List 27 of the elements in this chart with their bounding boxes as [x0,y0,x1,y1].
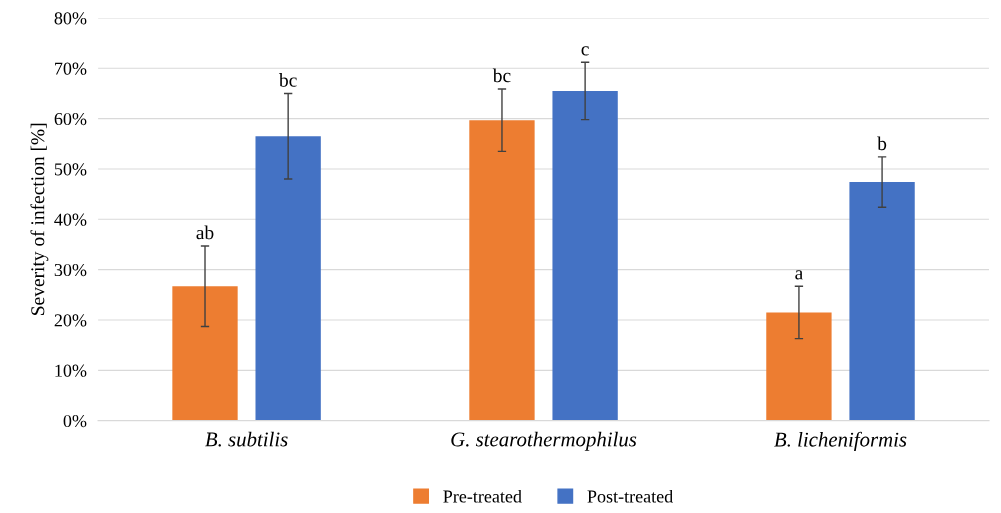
bar [255,136,321,421]
y-tick-label: 60% [54,112,87,126]
y-axis-title: Severity of infection [%] [30,123,49,315]
x-tick-label: G. stearothermophilus [451,431,637,451]
bar [552,90,618,421]
legend-label: Pre-treated [443,489,522,503]
x-tick-label: B. licheniformis [774,431,907,451]
x-tick-label: B. subtilis [205,431,288,447]
bar [172,286,238,421]
data-label: bc [278,73,297,87]
bar [849,182,915,421]
data-label: bc [492,68,511,83]
y-tick-label: 20% [54,314,87,327]
y-tick-label: 40% [54,213,87,226]
y-tick-label: 70% [55,62,87,75]
y-tick-label: 10% [55,364,87,377]
y-tick-label: 80% [54,12,87,25]
data-label: a [795,270,803,280]
data-label: c [581,46,589,56]
y-tick-label: 30% [54,263,87,277]
bar [766,312,832,421]
data-label: b [877,136,887,151]
y-tick-label: 0% [63,414,87,428]
data-label: ab [196,225,214,240]
bar [469,120,535,421]
y-tick-label: 50% [54,163,87,176]
legend-label: Post-treated [587,489,673,503]
